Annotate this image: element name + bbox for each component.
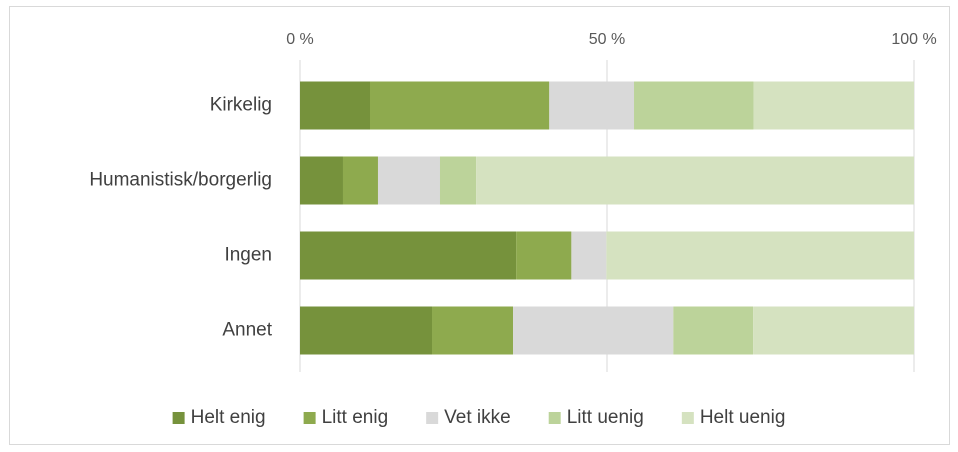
legend-label: Litt uenig xyxy=(567,407,644,428)
legend-label: Litt enig xyxy=(322,407,389,428)
y-tick-label: Ingen xyxy=(224,245,272,266)
bar-segment xyxy=(516,231,572,280)
bar-segment xyxy=(439,156,477,205)
chart-frame xyxy=(9,6,950,445)
bar-segment xyxy=(753,81,914,130)
bar-segment xyxy=(549,81,635,130)
bar-segment xyxy=(300,306,433,355)
bar-segment xyxy=(300,81,370,130)
legend-label: Helt enig xyxy=(191,407,266,428)
bar-segment xyxy=(673,306,754,355)
y-tick-label: Kirkelig xyxy=(210,95,272,116)
y-tick-label: Annet xyxy=(222,320,272,341)
bar-segment xyxy=(476,156,914,205)
legend-swatch xyxy=(303,412,316,424)
legend-label: Helt uenig xyxy=(700,407,786,428)
bar-segment xyxy=(606,231,914,280)
legend-swatch xyxy=(548,412,561,424)
legend-swatch xyxy=(426,412,439,424)
x-tick-label: 0 % xyxy=(286,31,314,48)
legend-swatch xyxy=(681,412,694,424)
bar-segment xyxy=(432,306,514,355)
bar-segment xyxy=(300,156,343,205)
bar-segment xyxy=(342,156,378,205)
bar-segment xyxy=(369,81,550,130)
bar-segment xyxy=(513,306,674,355)
x-tick-label: 100 % xyxy=(891,31,936,48)
legend-swatch xyxy=(172,412,185,424)
legend-label: Vet ikke xyxy=(444,407,511,428)
bar-segment xyxy=(571,231,607,280)
bar-segment xyxy=(377,156,440,205)
y-tick-label: Humanistisk/borgerlig xyxy=(89,170,272,191)
bar-segment xyxy=(753,306,914,355)
x-tick-label: 50 % xyxy=(589,31,625,48)
bar-segment xyxy=(300,231,517,280)
bar-segment xyxy=(634,81,754,130)
